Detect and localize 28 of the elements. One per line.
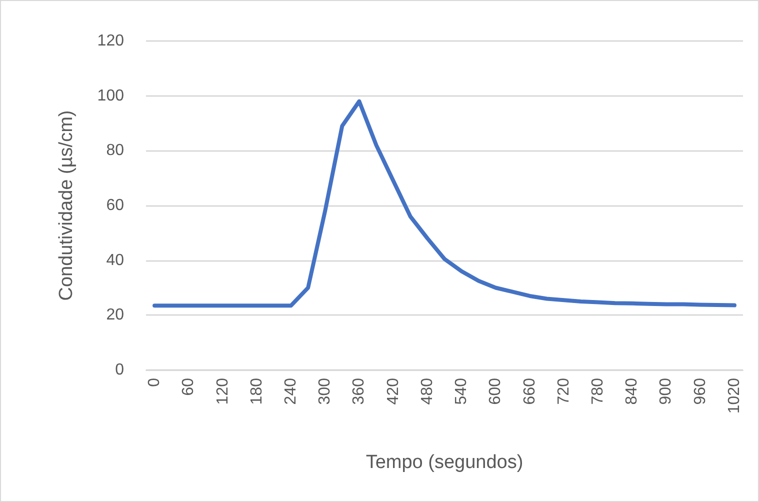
x-tick-label: 120	[214, 378, 232, 405]
x-tick-label: 300	[316, 378, 334, 405]
x-tick-label: 960	[692, 378, 709, 405]
x-tick-label: 0	[146, 378, 164, 387]
x-tick-label: 480	[418, 378, 436, 405]
x-tick-label: 420	[384, 378, 402, 405]
y-tick-label: 60	[106, 197, 124, 214]
y-tick-label: 100	[97, 87, 124, 104]
y-tick-label: 40	[106, 252, 124, 269]
x-tick-label: 900	[658, 378, 675, 405]
x-tick-label: 780	[590, 378, 607, 405]
x-tick-label: 360	[350, 378, 368, 405]
y-tick-label: 120	[97, 32, 124, 50]
x-tick-label: 1020	[726, 378, 743, 414]
x-tick-label: 540	[453, 378, 470, 405]
x-tick-label: 840	[624, 378, 641, 405]
x-tick-label: 240	[282, 378, 300, 405]
x-tick-label: 660	[521, 378, 538, 405]
x-tick-label: 60	[180, 378, 198, 396]
y-tick-label: 80	[106, 142, 124, 160]
y-tick-label: 0	[115, 362, 124, 378]
y-axis-title: Condutividade (µs/cm)	[56, 110, 77, 301]
x-tick-label: 180	[248, 378, 266, 405]
x-tick-label: 720	[555, 378, 572, 405]
y-tick-label: 20	[106, 306, 124, 324]
x-tick-label: 600	[487, 378, 504, 405]
x-axis-title: Tempo (segundos)	[366, 452, 524, 473]
line-series	[152, 99, 736, 308]
